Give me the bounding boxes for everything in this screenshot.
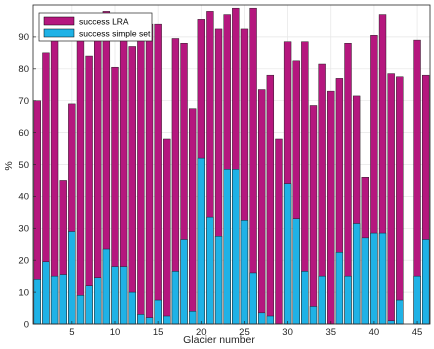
bar-success-lra-12 bbox=[128, 46, 136, 325]
legend-label-success-lra: success LRA bbox=[79, 17, 129, 27]
bar-success-lra-43 bbox=[396, 76, 404, 325]
bar-success-simple-set-22 bbox=[214, 236, 223, 325]
x-tick-label: 35 bbox=[325, 327, 336, 338]
bar-success-simple-set-27 bbox=[258, 312, 266, 325]
bar-success-simple-set-37 bbox=[344, 275, 352, 325]
bar-success-simple-set-5 bbox=[68, 231, 76, 325]
bar-success-simple-set-11 bbox=[119, 266, 128, 325]
bar-success-simple-set-10 bbox=[111, 266, 119, 325]
bar-success-lra-13 bbox=[137, 36, 145, 325]
bar-success-lra-6 bbox=[76, 36, 85, 325]
bar-success-lra-16 bbox=[163, 138, 171, 325]
bar-success-simple-set-1 bbox=[33, 279, 41, 325]
bar-success-simple-set-9 bbox=[102, 248, 111, 325]
bar-success-simple-set-38 bbox=[352, 223, 361, 325]
bar-success-simple-set-31 bbox=[292, 218, 300, 325]
y-tick-label: 20 bbox=[18, 256, 29, 267]
bar-success-simple-set-6 bbox=[76, 295, 85, 325]
bar-success-simple-set-45 bbox=[413, 275, 421, 325]
bar-success-simple-set-24 bbox=[232, 169, 240, 325]
bar-success-simple-set-19 bbox=[188, 311, 197, 325]
y-tick-label: 90 bbox=[18, 32, 29, 43]
y-tick-label: 60 bbox=[18, 128, 29, 139]
y-tick-label: 10 bbox=[18, 287, 29, 298]
y-tick-label: 30 bbox=[18, 224, 29, 235]
bar-success-simple-set-42 bbox=[387, 320, 395, 325]
bar-success-simple-set-2 bbox=[42, 261, 50, 325]
bar-success-simple-set-41 bbox=[378, 232, 387, 325]
bar-success-simple-set-18 bbox=[180, 239, 188, 325]
y-tick-label: 40 bbox=[18, 192, 29, 203]
bar-success-simple-set-46 bbox=[422, 239, 430, 325]
bar-success-simple-set-14 bbox=[145, 317, 154, 325]
bar-success-simple-set-43 bbox=[396, 299, 404, 325]
bar-success-lra-28 bbox=[266, 74, 275, 325]
bar-success-lra-27 bbox=[258, 89, 266, 325]
bar-success-simple-set-4 bbox=[59, 274, 67, 325]
bar-success-lra-19 bbox=[188, 108, 197, 325]
bar-success-simple-set-39 bbox=[361, 237, 369, 325]
x-tick-label: 20 bbox=[196, 327, 207, 338]
bar-success-simple-set-36 bbox=[335, 252, 344, 325]
legend: success LRA success simple set bbox=[38, 12, 153, 42]
bar-success-simple-set-26 bbox=[249, 272, 257, 325]
bar-success-simple-set-21 bbox=[206, 216, 214, 325]
x-tick-label: 45 bbox=[412, 327, 423, 338]
bar-success-simple-set-23 bbox=[223, 169, 231, 325]
series-success-lra bbox=[33, 7, 430, 325]
x-tick-label: 25 bbox=[239, 327, 250, 338]
x-tick-label: 40 bbox=[369, 327, 380, 338]
y-axis-label: % bbox=[3, 161, 15, 170]
bar-success-simple-set-8 bbox=[94, 277, 102, 325]
x-tick-label: 30 bbox=[282, 327, 293, 338]
bar-success-simple-set-16 bbox=[163, 315, 171, 325]
bar-success-lra-7 bbox=[85, 55, 93, 325]
y-tick-label: 50 bbox=[18, 160, 29, 171]
bar-success-simple-set-3 bbox=[50, 275, 59, 325]
bar-success-simple-set-30 bbox=[283, 183, 292, 325]
bar-success-simple-set-15 bbox=[154, 299, 162, 325]
y-tick-label: 70 bbox=[18, 96, 29, 107]
x-tick-label: 15 bbox=[153, 327, 164, 338]
bar-success-simple-set-12 bbox=[128, 291, 136, 325]
bar-success-simple-set-40 bbox=[370, 232, 378, 325]
x-axis-label: Glacier number bbox=[183, 334, 255, 346]
bar-success-simple-set-34 bbox=[318, 275, 326, 325]
x-tick-label: 10 bbox=[110, 327, 121, 338]
bar-success-lra-33 bbox=[309, 105, 318, 325]
bar-success-simple-set-32 bbox=[301, 271, 309, 325]
y-tick-label: 80 bbox=[18, 64, 29, 75]
bar-success-lra-35 bbox=[327, 90, 335, 325]
legend-label-success-simple-set: success simple set bbox=[79, 29, 151, 39]
bar-success-lra-29 bbox=[275, 138, 283, 325]
bar-success-lra-42 bbox=[387, 73, 395, 325]
bar-success-simple-set-28 bbox=[266, 315, 275, 325]
y-tick-label: 0 bbox=[24, 319, 29, 330]
legend-swatch-success-simple-set bbox=[43, 28, 75, 38]
legend-swatch-success-lra bbox=[43, 16, 75, 26]
x-tick-label: 5 bbox=[69, 327, 74, 338]
bar-success-lra-15 bbox=[154, 23, 162, 325]
bar-success-lra-14 bbox=[145, 23, 154, 325]
bar-success-simple-set-25 bbox=[240, 220, 249, 325]
bar-success-simple-set-33 bbox=[309, 306, 318, 325]
bar-success-simple-set-13 bbox=[137, 314, 145, 325]
bar-success-simple-set-7 bbox=[85, 285, 93, 325]
y-axis-ticks: 0 10 20 30 40 50 60 70 80 90 bbox=[18, 32, 36, 330]
x-axis-ticks: 5 10 15 20 25 30 35 40 45 bbox=[69, 321, 422, 338]
bar-success-simple-set-17 bbox=[171, 271, 180, 325]
bar-success-simple-set-20 bbox=[197, 157, 205, 325]
